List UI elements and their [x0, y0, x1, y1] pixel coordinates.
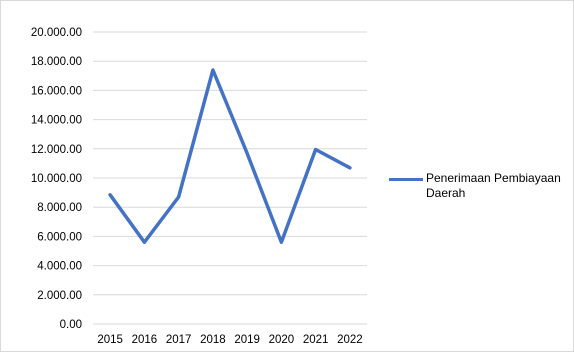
x-tick-label: 2015: [97, 334, 123, 346]
x-axis-ticks: 2015 2016 2017 2018 2019 2020 2021 2022: [97, 334, 362, 346]
x-tick-label: 2022: [337, 334, 363, 346]
x-tick-label: 2017: [166, 334, 192, 346]
y-tick-label: 18.000.00: [31, 56, 82, 68]
gridlines: [93, 31, 367, 325]
x-tick-label: 2019: [234, 334, 260, 346]
x-tick-label: 2018: [200, 334, 226, 346]
legend: Penerimaan Pembiayaan Daerah: [389, 171, 574, 201]
y-tick-label: 0.00: [60, 319, 82, 331]
x-tick-label: 2021: [303, 334, 329, 346]
y-axis-ticks: 0.00 2.000.00 4.000.00 6.000.00 8.000.00 10.0…: [31, 27, 82, 331]
y-tick-label: 20.000.00: [31, 27, 82, 39]
y-tick-label: 12.000.00: [31, 144, 82, 156]
series-line-penerimaan-pembiayaan-daerah: [108, 68, 352, 244]
y-tick-label: 8.000.00: [37, 202, 82, 214]
y-tick-label: 4.000.00: [37, 261, 82, 273]
legend-label: Penerimaan Pembiayaan Daerah: [426, 171, 561, 200]
legend-swatch: [389, 178, 423, 181]
x-tick-label: 2020: [269, 334, 295, 346]
y-tick-label: 2.000.00: [37, 290, 82, 302]
y-tick-label: 6.000.00: [37, 231, 82, 243]
y-tick-label: 10.000.00: [31, 173, 82, 185]
y-tick-label: 16.000.00: [31, 85, 82, 97]
x-tick-label: 2016: [132, 334, 158, 346]
y-tick-label: 14.000.00: [31, 115, 82, 127]
